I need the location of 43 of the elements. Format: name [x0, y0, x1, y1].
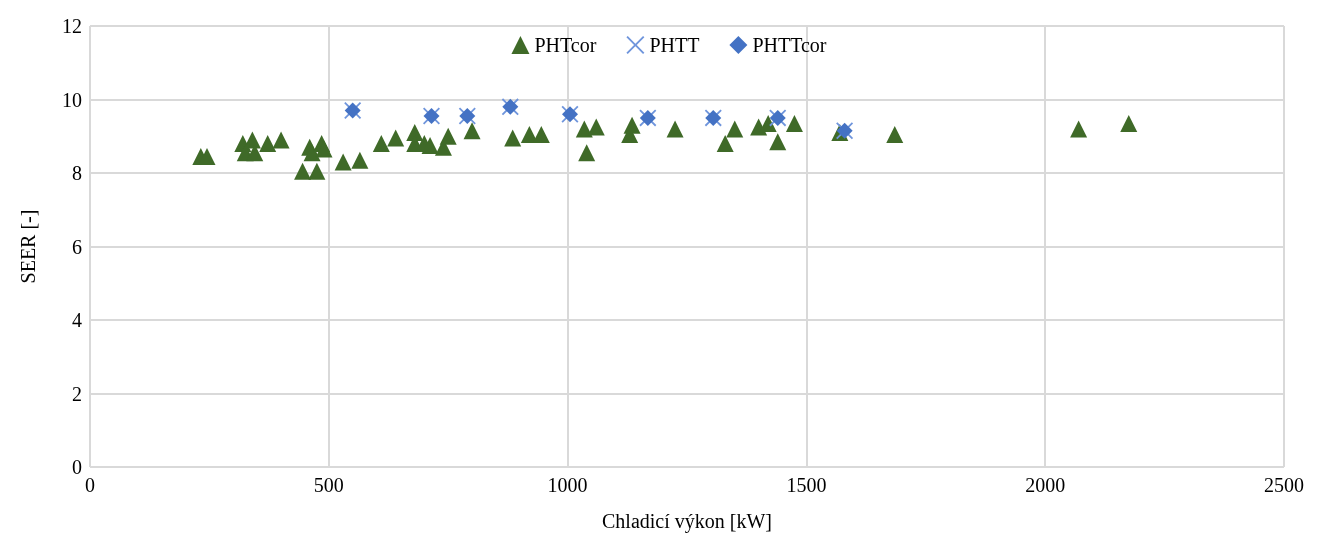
point [294, 162, 312, 180]
y-tick-label: 10 [62, 88, 82, 111]
point [303, 144, 321, 162]
y-tick-label: 2 [72, 382, 82, 405]
x-axis-title: Chladicí výkon [kW] [602, 510, 772, 533]
x-tick-label: 2500 [1264, 474, 1304, 496]
point [726, 120, 744, 138]
point [587, 118, 605, 136]
legend-label: PHTTcor [752, 34, 827, 56]
point [259, 135, 277, 153]
y-tick-label: 8 [72, 162, 82, 184]
point [387, 129, 405, 147]
y-tick-label: 4 [72, 309, 82, 331]
y-axis-title: SEER [-] [17, 209, 39, 284]
point [716, 135, 734, 153]
point [769, 133, 787, 151]
point [666, 120, 684, 138]
y-tick-label: 12 [62, 15, 82, 37]
legend-label: PHTT [649, 34, 700, 56]
x-tick-label: 1500 [786, 474, 827, 496]
y-tick-label: 6 [72, 235, 82, 258]
point [272, 131, 290, 149]
point [504, 129, 522, 147]
point [308, 162, 326, 180]
point [351, 151, 369, 169]
point [520, 125, 538, 143]
point [334, 153, 352, 171]
point [785, 114, 803, 132]
point [623, 116, 641, 134]
point [1120, 114, 1138, 132]
point [886, 125, 904, 143]
point [578, 144, 596, 162]
point [315, 140, 333, 158]
point [439, 127, 457, 145]
y-tick-label: 0 [72, 456, 82, 478]
point [1070, 120, 1088, 138]
x-tick-label: 1000 [547, 474, 588, 496]
point [463, 122, 481, 140]
point [421, 136, 439, 154]
x-tick-label: 500 [313, 474, 344, 496]
point [372, 135, 390, 153]
x-tick-label: 2000 [1025, 474, 1066, 496]
legend-label: PHTcor [534, 34, 597, 56]
